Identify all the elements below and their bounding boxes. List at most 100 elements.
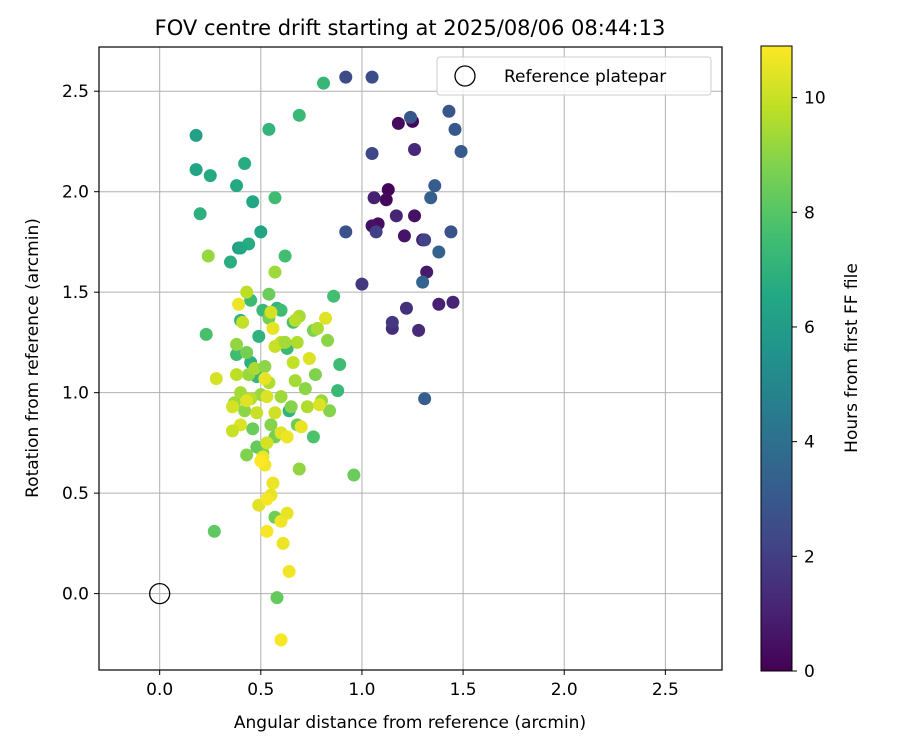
legend-label: Reference platepar [504,67,666,87]
data-point [234,241,248,255]
data-point [274,633,288,647]
data-points [189,70,468,647]
data-point [278,249,292,263]
data-point [238,157,252,171]
y-tick-label: 0.0 [62,585,89,605]
data-point [412,323,426,337]
data-point [240,285,254,299]
data-point [432,297,446,311]
x-tick-label: 0.0 [146,680,173,700]
data-point [302,352,316,365]
data-point [278,335,292,349]
data-point [268,265,282,279]
data-point [317,76,331,90]
data-point [199,327,213,341]
data-point [189,128,203,142]
data-point [250,440,264,454]
data-point [424,191,438,205]
x-axis-label: Angular distance from reference (arcmin) [234,713,586,733]
data-point [339,70,353,84]
data-point [252,329,266,343]
data-point [339,225,353,239]
data-point [454,145,468,159]
data-point [367,191,381,205]
data-point [203,169,217,183]
data-point [274,303,288,317]
data-point [306,430,320,444]
data-point [258,360,272,374]
x-tick-label: 1.5 [450,680,477,700]
data-point [300,400,314,414]
data-point [230,179,244,193]
data-point [284,400,298,414]
x-axis-ticks: 0.0 0.5 1.0 1.5 2.0 2.5 [146,670,679,700]
data-point [323,404,337,418]
data-point [385,315,399,329]
data-point [248,362,262,376]
colorbar-tick-label: 6 [804,318,815,338]
x-tick-label: 2.0 [551,680,578,700]
data-point [280,430,294,444]
data-point [266,321,280,335]
data-point [246,422,260,436]
x-tick-label: 0.5 [247,680,274,700]
y-tick-label: 2.5 [62,82,89,102]
data-point [331,384,345,398]
colorbar-tick-label: 4 [804,433,815,453]
data-point [442,104,456,118]
data-point [418,233,432,247]
data-point [408,142,422,156]
data-point [308,368,322,382]
data-point [260,524,274,538]
data-point [327,289,341,303]
data-point [236,315,250,329]
data-point [240,394,254,408]
data-point [254,454,268,468]
data-point [262,287,276,301]
data-point [266,476,280,490]
data-point [230,337,244,351]
data-point [408,209,422,223]
data-point [391,116,405,130]
data-point [365,147,379,161]
data-point [258,372,272,386]
reference-marker [149,582,171,605]
data-point [246,195,260,209]
data-point [381,183,395,197]
colorbar-gradient [760,45,793,672]
reference-point [149,582,171,605]
data-point [292,108,306,122]
data-point [294,420,308,434]
data-point [288,374,302,388]
colorbar-label: Hours from first FF file [842,263,862,453]
y-axis-label: Rotation from reference (arcmin) [23,218,43,498]
legend-reference-marker [454,65,476,87]
data-point [292,462,306,476]
y-axis-ticks: 0.0 0.5 1.0 1.5 2.0 2.5 [62,82,99,605]
data-point [238,404,252,418]
data-point [319,311,333,325]
colorbar-tick-label: 0 [804,662,815,682]
data-point [355,277,369,291]
data-point [333,358,347,372]
data-point [298,382,312,396]
data-point [420,265,434,279]
data-point [276,536,290,550]
x-tick-label: 1.0 [348,680,375,700]
data-point [230,368,244,382]
data-point [223,255,237,269]
data-point [397,229,411,243]
data-point [347,468,361,482]
data-point [288,313,302,327]
colorbar-ticks: 0 2 4 6 8 10 [792,89,826,682]
data-point [189,163,203,177]
data-point [193,207,207,221]
data-point [418,392,432,406]
data-point [260,390,274,404]
data-point [446,295,460,309]
data-point [268,406,282,420]
data-point [260,436,274,450]
data-point [260,492,274,506]
data-point [310,321,324,335]
